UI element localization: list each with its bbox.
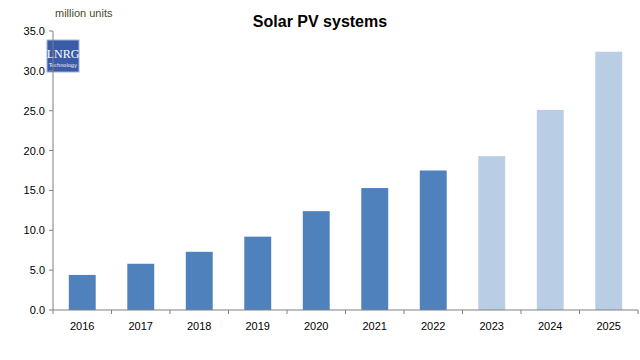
- bar: [69, 275, 96, 310]
- bar: [361, 188, 388, 310]
- y-tick: [49, 230, 53, 231]
- title: Solar PV systems: [253, 13, 387, 30]
- x-tick: [111, 310, 112, 314]
- y-tick-label: 10.0: [24, 224, 45, 236]
- y-tick-label: 30.0: [24, 65, 45, 77]
- bar: [537, 110, 564, 310]
- bar: [244, 237, 271, 310]
- bar: [303, 211, 330, 310]
- y-tick: [49, 190, 53, 191]
- x-tick-label: 2016: [70, 320, 94, 332]
- y-tick: [49, 150, 53, 151]
- x-tick-label: 2017: [129, 320, 153, 332]
- logo: LNRGTechnology: [47, 40, 80, 72]
- y-tick: [49, 310, 53, 311]
- y-tick: [49, 31, 53, 32]
- y-tick-label: 20.0: [24, 145, 45, 157]
- y-tick: [49, 70, 53, 71]
- y-axis: [53, 31, 54, 310]
- y-tick-label: 25.0: [24, 105, 45, 117]
- bar: [478, 156, 505, 310]
- x-tick-label: 2024: [538, 320, 562, 332]
- logo-box: [47, 40, 79, 72]
- x-tick: [462, 310, 463, 314]
- bars: [69, 52, 622, 310]
- x-tick: [521, 310, 522, 314]
- x-tick: [345, 310, 346, 314]
- x-tick-label: 2019: [246, 320, 270, 332]
- y-tick-label: 5.0: [30, 264, 45, 276]
- y-tick-label: 35.0: [24, 25, 45, 37]
- x-tick: [404, 310, 405, 314]
- y-tick: [49, 270, 53, 271]
- x-tick: [53, 310, 54, 314]
- y-tick-label: 15.0: [24, 184, 45, 196]
- bar: [127, 264, 154, 310]
- y-tick: [49, 110, 53, 111]
- x-tick-label: 2020: [304, 320, 328, 332]
- y-tick-label: 0.0: [30, 304, 45, 316]
- x-tick-label: 2018: [187, 320, 211, 332]
- x-tick-label: 2025: [597, 320, 621, 332]
- x-tick-label: 2023: [480, 320, 504, 332]
- chart: Solar PV systems million units LNRGTechnol…: [0, 0, 640, 360]
- x-tick: [287, 310, 288, 314]
- x-tick: [579, 310, 580, 314]
- x-tick: [228, 310, 229, 314]
- x-tick-label: 2021: [363, 320, 387, 332]
- bar: [420, 171, 447, 311]
- x-tick: [638, 310, 639, 314]
- x-tick-label: 2022: [421, 320, 445, 332]
- x-tick: [170, 310, 171, 314]
- bar: [595, 52, 622, 310]
- bar: [186, 252, 213, 310]
- logo-text: LNRG: [47, 47, 80, 61]
- y-axis-label: million units: [55, 7, 113, 19]
- logo-subtext: Technology: [48, 62, 77, 69]
